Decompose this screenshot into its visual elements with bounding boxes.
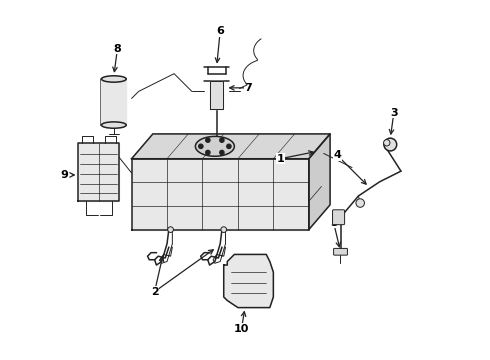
Circle shape xyxy=(227,144,231,148)
Ellipse shape xyxy=(101,76,126,82)
Ellipse shape xyxy=(101,122,126,128)
Text: 10: 10 xyxy=(234,324,249,334)
Text: 7: 7 xyxy=(245,83,252,93)
Text: 9: 9 xyxy=(60,170,68,180)
Circle shape xyxy=(221,227,226,233)
FancyBboxPatch shape xyxy=(334,248,347,255)
Text: 5: 5 xyxy=(330,217,338,228)
Polygon shape xyxy=(132,159,309,230)
Polygon shape xyxy=(224,255,273,307)
Circle shape xyxy=(384,140,390,146)
Circle shape xyxy=(206,138,210,142)
Text: 1: 1 xyxy=(276,154,284,164)
Text: 4: 4 xyxy=(333,150,341,160)
Text: 6: 6 xyxy=(216,26,224,36)
Ellipse shape xyxy=(196,136,234,156)
Circle shape xyxy=(220,138,224,142)
Circle shape xyxy=(199,144,203,148)
Text: 3: 3 xyxy=(390,108,398,118)
Polygon shape xyxy=(309,134,330,230)
FancyBboxPatch shape xyxy=(333,210,344,225)
Text: 2: 2 xyxy=(151,287,158,297)
Circle shape xyxy=(384,138,397,151)
Circle shape xyxy=(206,150,210,155)
Circle shape xyxy=(220,150,224,155)
Circle shape xyxy=(168,227,173,233)
Circle shape xyxy=(356,199,365,207)
Text: 8: 8 xyxy=(114,44,122,54)
Polygon shape xyxy=(78,143,119,201)
Polygon shape xyxy=(210,81,223,109)
Polygon shape xyxy=(132,134,330,159)
Polygon shape xyxy=(101,79,126,125)
